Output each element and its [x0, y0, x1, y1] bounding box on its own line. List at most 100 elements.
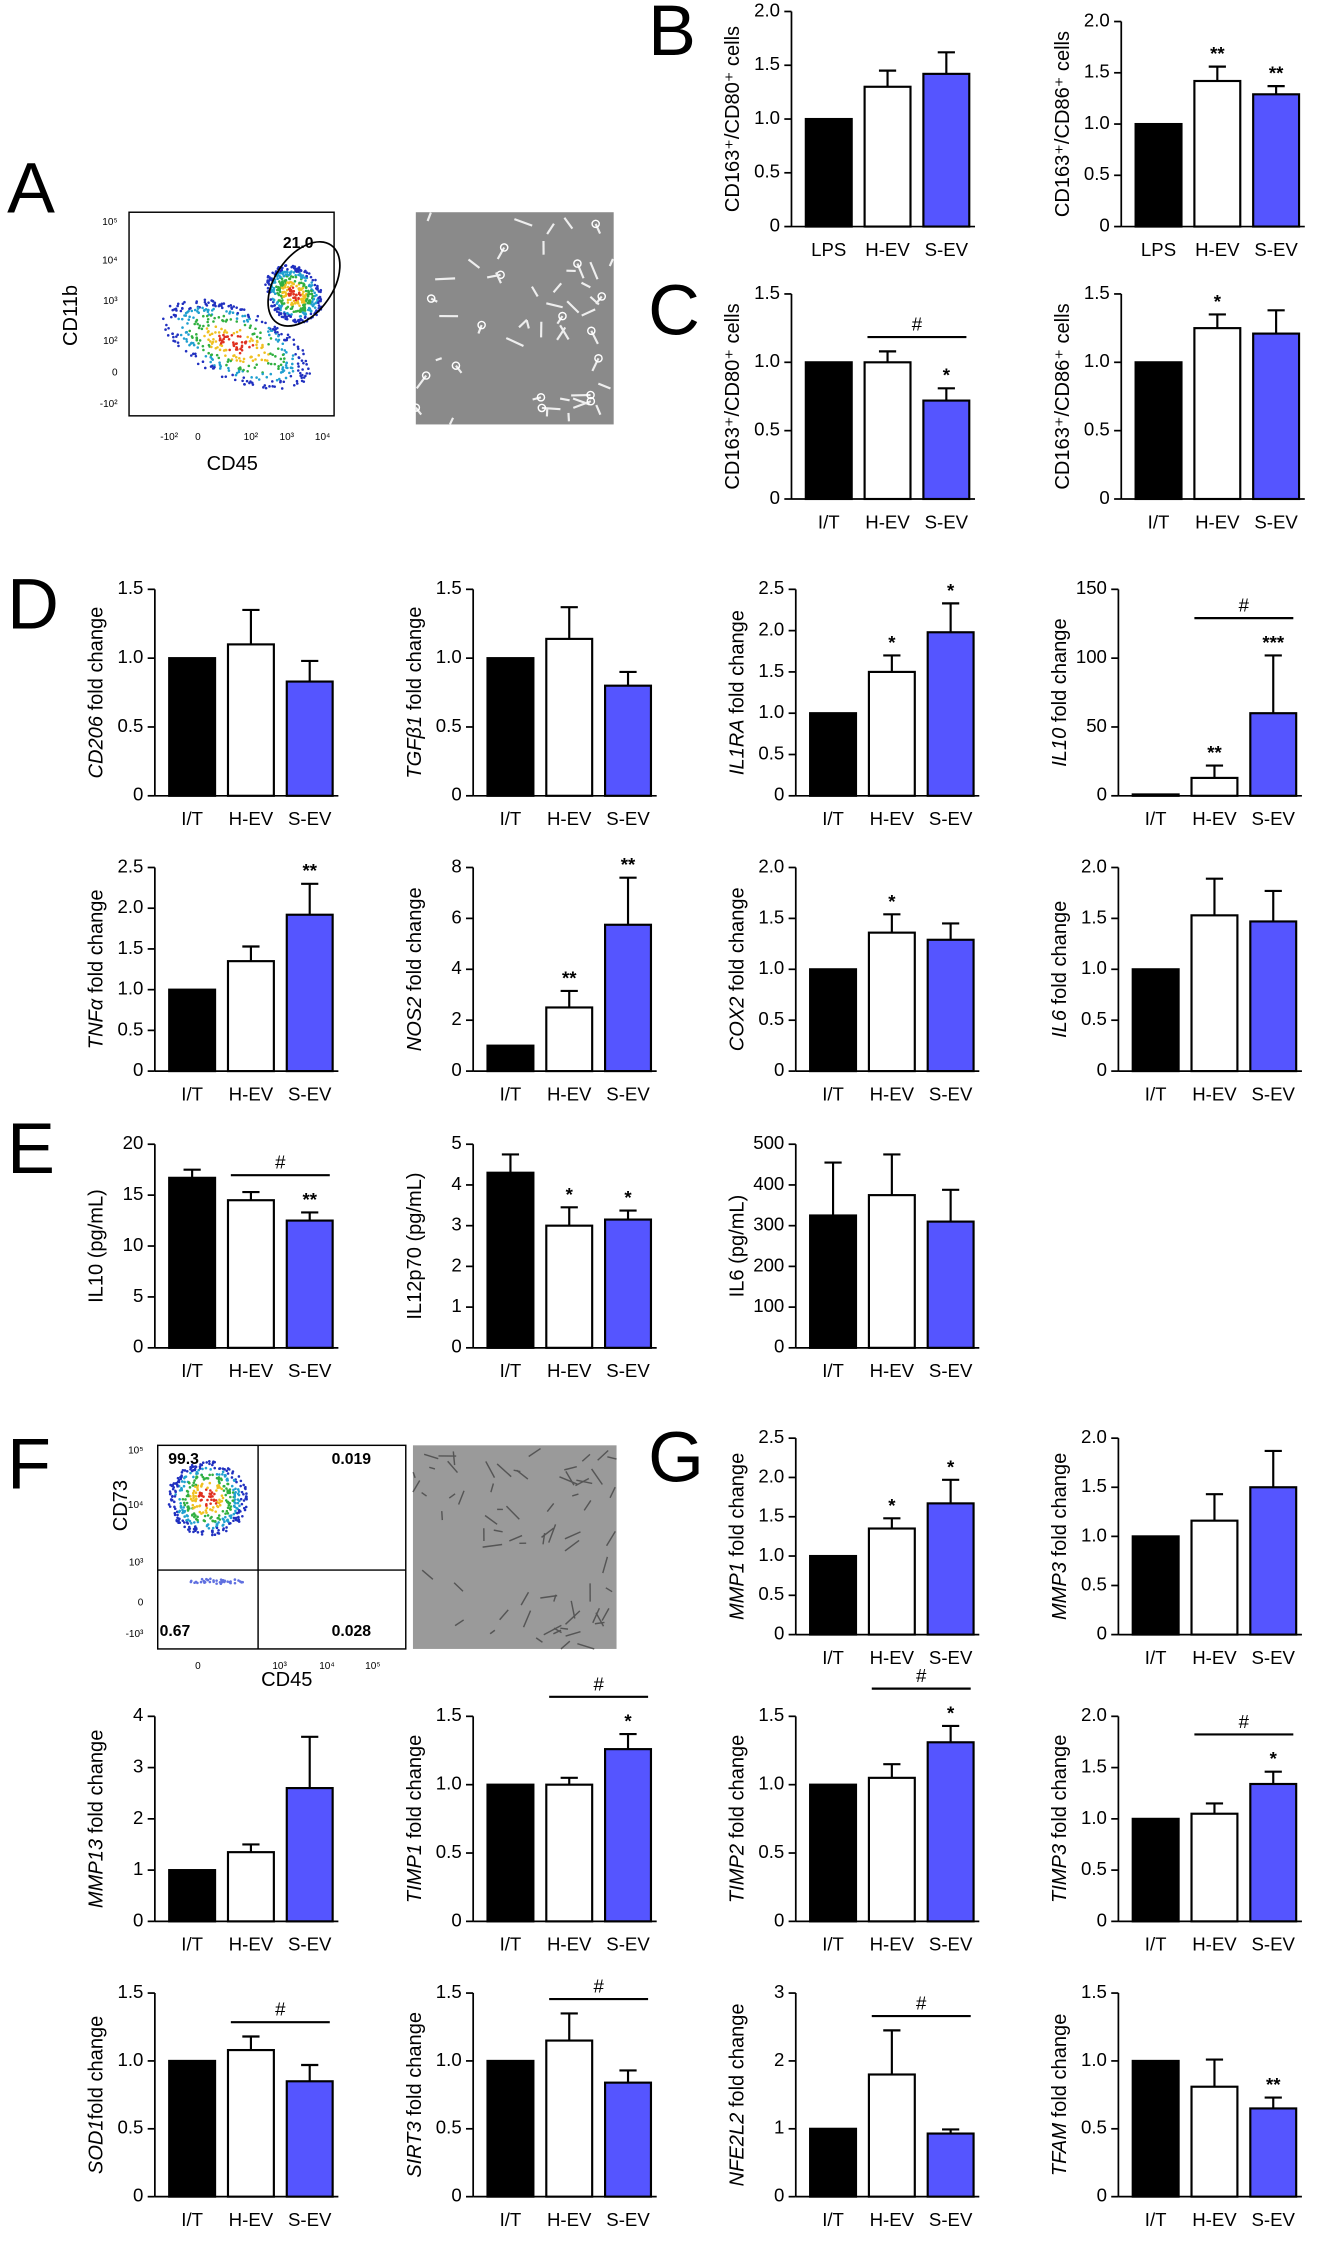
x-tick-label: S-EV: [1252, 1647, 1296, 1668]
event-dot: [219, 342, 223, 345]
event-dot: [286, 301, 290, 304]
y-tick-label: 2: [451, 1254, 461, 1275]
event-dot: [277, 299, 281, 302]
event-dot: [263, 358, 267, 362]
y-axis-label-part: IL12p70 (pg/mL): [404, 1172, 426, 1319]
x-tick-label: I/T: [1148, 511, 1170, 532]
event-dot: [296, 345, 300, 349]
cell: [591, 219, 600, 229]
event-dot: [237, 1515, 240, 1519]
event-dot: [284, 264, 288, 267]
event-dot: [201, 344, 205, 348]
event-dot: [236, 1488, 240, 1491]
event-dot: [218, 334, 221, 338]
event-dot: [285, 288, 289, 292]
y-axis-label-part: CD163⁺/CD80⁺ cells: [722, 303, 744, 489]
event-dot: [202, 1478, 206, 1481]
cell: [454, 1619, 465, 1627]
y-axis-label-part: fold change: [727, 2003, 749, 2112]
event-dot: [244, 1497, 247, 1500]
event-dot: [310, 292, 314, 296]
x-tick-label: S-EV: [929, 2209, 973, 2230]
event-dot: [277, 292, 280, 296]
event-dot: [211, 1508, 214, 1512]
event-dot: [222, 1518, 225, 1521]
event-dot: [201, 1482, 204, 1486]
event-dot: [244, 1485, 247, 1489]
event-dot: [204, 308, 208, 311]
event-dot: [228, 1580, 232, 1584]
x-tick-label: S-EV: [929, 1360, 973, 1381]
event-dot: [313, 283, 317, 287]
event-dot: [244, 1505, 248, 1509]
cell: [467, 258, 481, 269]
event-dot: [296, 301, 300, 305]
event-dot: [179, 309, 183, 313]
event-dot: [186, 1493, 190, 1496]
event-dot: [173, 1507, 177, 1511]
event-dot: [282, 380, 286, 384]
event-dot: [200, 1533, 204, 1536]
cell: [505, 1505, 520, 1520]
bar: [486, 2059, 535, 2198]
event-dot: [264, 283, 267, 286]
y-tick-label: 0: [774, 1623, 784, 1644]
cell: [520, 1591, 530, 1606]
y-tick-label: 1.0: [436, 2049, 462, 2070]
event-dot: [172, 1486, 175, 1489]
event-dot: [242, 360, 245, 364]
event-dot: [315, 293, 318, 297]
event-dot: [246, 320, 250, 323]
event-dot: [230, 334, 234, 337]
x-tick-label: I/T: [181, 1360, 203, 1381]
event-dot: [307, 290, 310, 293]
flow-tick-label: 10⁴: [315, 432, 330, 443]
bar: [168, 657, 217, 797]
event-dot: [250, 355, 253, 359]
event-dot: [209, 1577, 212, 1581]
event-dot: [183, 1515, 186, 1518]
event-dot: [212, 1579, 215, 1582]
y-axis-label: CD163⁺/CD86⁺ cells: [1052, 303, 1074, 489]
event-dot: [212, 320, 215, 323]
event-dot: [178, 1521, 182, 1524]
y-tick-label: 0.5: [436, 2117, 462, 2138]
y-tick-label: 1.0: [758, 1544, 784, 1565]
event-dot: [209, 1468, 212, 1471]
y-tick-label: 4: [133, 1704, 143, 1725]
flow-xlabel: CD45: [207, 453, 258, 475]
event-dot: [217, 1480, 221, 1483]
y-tick-label: 0: [1097, 2185, 1107, 2206]
x-tick-label: S-EV: [288, 1360, 332, 1381]
event-dot: [259, 331, 262, 335]
event-dot: [302, 376, 306, 379]
event-dot: [192, 1521, 196, 1524]
cell: [552, 282, 563, 293]
significance-star: *: [624, 1187, 632, 1208]
event-dot: [212, 1499, 216, 1502]
event-dot: [277, 311, 281, 314]
event-dot: [291, 369, 295, 373]
cell: [412, 1480, 421, 1493]
event-dot: [304, 289, 308, 293]
event-dot: [281, 272, 285, 276]
y-tick-label: 0: [451, 2185, 461, 2206]
cell: [548, 1524, 557, 1543]
event-dot: [273, 385, 276, 388]
event-dot: [289, 315, 293, 318]
event-dot: [256, 314, 260, 318]
event-dot: [185, 1518, 188, 1522]
event-dot: [202, 1519, 206, 1522]
event-dot: [251, 344, 255, 347]
event-dot: [265, 375, 269, 379]
event-dot: [300, 379, 304, 383]
event-dot: [192, 316, 195, 319]
y-tick-label: 0.5: [436, 1841, 462, 1862]
y-axis-label-part: fold change: [727, 887, 749, 996]
cell: [573, 259, 582, 268]
y-tick-label: 1.5: [758, 1505, 784, 1526]
event-dot: [217, 331, 221, 334]
error-bar: [1205, 1493, 1224, 1521]
event-dot: [210, 353, 214, 356]
event-dot: [226, 1506, 230, 1510]
